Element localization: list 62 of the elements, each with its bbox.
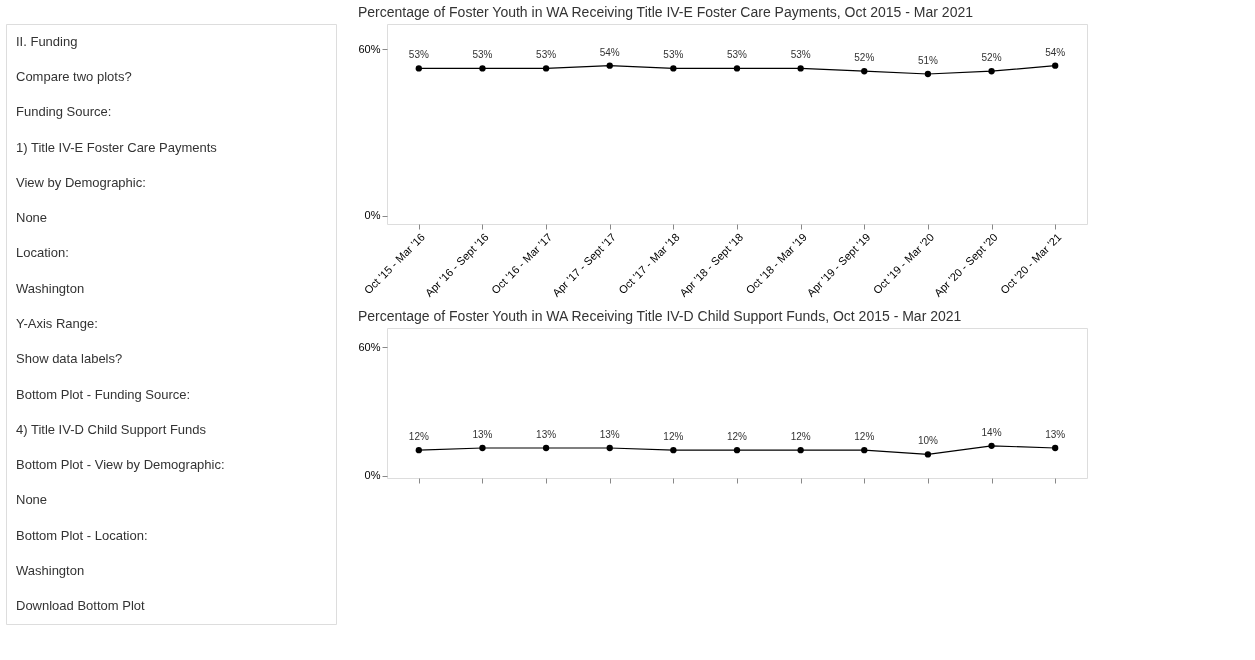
data-label: 52% bbox=[854, 52, 875, 64]
point bbox=[988, 442, 995, 450]
text: Compare two plots? bbox=[16, 68, 132, 84]
data-label: 53% bbox=[536, 49, 557, 61]
x-tick-label: Oct '17 - Mar '18 bbox=[616, 230, 682, 297]
text: Y-Axis Range: bbox=[16, 316, 98, 331]
point bbox=[1052, 444, 1059, 452]
data-label: 13% bbox=[472, 429, 493, 440]
point bbox=[924, 451, 932, 458]
data-label: 52% bbox=[981, 52, 1002, 64]
data-label: 13% bbox=[536, 429, 557, 440]
data-label: 53% bbox=[790, 49, 811, 61]
point bbox=[542, 444, 550, 452]
point bbox=[733, 446, 741, 454]
point bbox=[479, 444, 486, 452]
point bbox=[861, 446, 868, 454]
text: Location: bbox=[16, 245, 69, 261]
point bbox=[415, 446, 422, 454]
x-tick-label: Oct '15 - Mar '16 bbox=[361, 230, 428, 297]
text: 1) Title IV-E Foster Care Payments bbox=[16, 139, 218, 155]
data-label: 53% bbox=[472, 49, 493, 61]
text: Washington bbox=[16, 280, 85, 296]
y-tick-label: 60% bbox=[358, 340, 381, 353]
y-tick-label: 0% bbox=[364, 209, 381, 222]
x-tick-label: Oct '18 - Mar '19 bbox=[743, 230, 809, 297]
text: Bottom Plot - View by Demographic: bbox=[16, 457, 225, 473]
text: Bottom Plot - Funding Source: bbox=[16, 386, 191, 402]
text: View by Demographic: bbox=[16, 174, 146, 190]
data-label: 54% bbox=[1045, 46, 1066, 58]
data-label: 13% bbox=[599, 429, 620, 440]
data-label: 51% bbox=[917, 55, 939, 66]
x-tick-label: Oct '16 - Mar '17 bbox=[488, 230, 555, 297]
point bbox=[670, 446, 677, 454]
data-label: 53% bbox=[408, 49, 429, 61]
point bbox=[606, 444, 613, 452]
chart-title: Percentage of Foster Youth in WA Receiving Title IV-E Foster Care Payments, Oct 2015 - Mar 2021 bbox=[357, 4, 974, 20]
text: Washington bbox=[16, 563, 85, 579]
chart-title: Percentage of Foster Youth in WA Receiving Title IV-D Child Support Funds, Oct 2015 - Mar 2021 bbox=[357, 308, 962, 324]
text: None bbox=[16, 492, 48, 508]
data-label: 14% bbox=[981, 426, 1002, 438]
text: None bbox=[16, 210, 48, 226]
data-label: 53% bbox=[663, 49, 684, 61]
text: Download Bottom Plot bbox=[16, 598, 146, 614]
data-label: 12% bbox=[726, 431, 748, 443]
data-label: 13% bbox=[1045, 429, 1066, 440]
data-label: 12% bbox=[854, 431, 875, 443]
x-tick-label: Oct '19 - Mar '20 bbox=[870, 230, 937, 297]
text: Funding Source: bbox=[16, 104, 112, 120]
point bbox=[797, 446, 804, 454]
text: Bottom Plot - Location: bbox=[16, 527, 148, 543]
data-label: 12% bbox=[663, 431, 684, 443]
y-tick-label: 0% bbox=[364, 469, 381, 482]
data-label: 54% bbox=[599, 46, 620, 58]
data-label: 10% bbox=[917, 435, 939, 447]
data-label: 53% bbox=[726, 49, 748, 61]
y-tick-label: 60% bbox=[358, 42, 381, 55]
x-tick-label: Oct '20 - Mar '21 bbox=[997, 230, 1064, 297]
text: II. Funding bbox=[16, 33, 78, 49]
data-label: 12% bbox=[790, 431, 811, 443]
data-label: 12% bbox=[408, 431, 429, 443]
text: Show data labels? bbox=[16, 351, 123, 367]
text: 4) Title IV-D Child Support Funds bbox=[16, 421, 207, 437]
